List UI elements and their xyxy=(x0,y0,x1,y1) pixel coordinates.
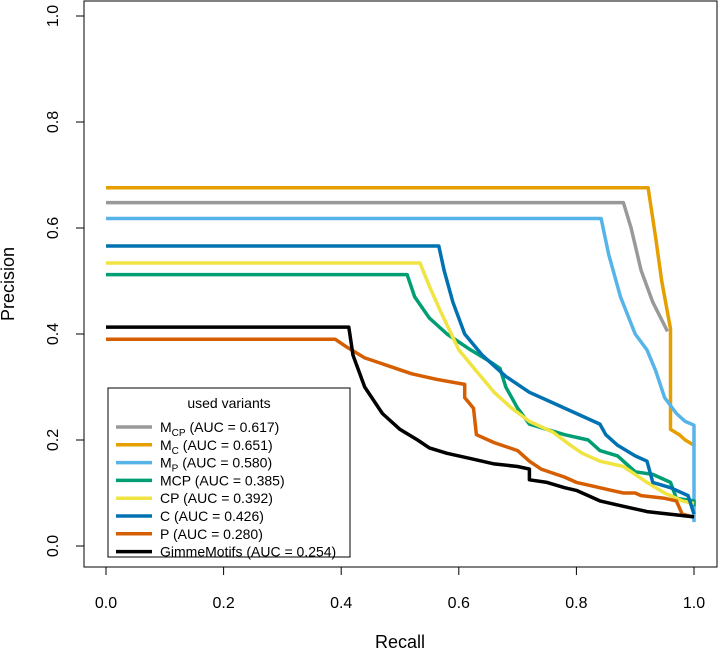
x-axis: 0.0 0.2 0.4 0.6 0.8 1.0 xyxy=(95,566,705,612)
legend-entry-auc: (AUC = 0.426) xyxy=(170,508,264,524)
legend-entry: MCP (AUC = 0.617) xyxy=(160,419,279,439)
legend-entry-name: P xyxy=(160,526,169,542)
legend-entry-name: M xyxy=(160,455,172,471)
series-line-p xyxy=(106,337,695,519)
legend-entry: MC (AUC = 0.651) xyxy=(160,437,273,457)
legend-entry-subscript: P xyxy=(172,464,179,475)
y-tick-label: 0.8 xyxy=(45,111,62,133)
legend-entry-name: M xyxy=(160,437,172,453)
legend-entry-auc: (AUC = 0.392) xyxy=(179,490,273,506)
series-line-gimmemotifs xyxy=(106,325,695,519)
y-tick-label: 0.0 xyxy=(45,535,62,557)
legend-entry-auc: (AUC = 0.651) xyxy=(179,437,273,453)
legend-entry-auc: (AUC = 0.280) xyxy=(169,526,263,542)
legend-entry-auc: (AUC = 0.580) xyxy=(178,455,272,471)
y-axis-label: Precision xyxy=(0,247,18,321)
series-line-cp xyxy=(106,261,695,506)
legend-entry-subscript: CP xyxy=(172,428,186,439)
x-tick-label: 0.2 xyxy=(212,595,234,612)
x-tick-label: 0.0 xyxy=(95,595,117,612)
y-axis: 0.0 0.2 0.4 0.6 0.8 1.0 xyxy=(45,5,85,557)
legend-entry: C (AUC = 0.426) xyxy=(160,508,264,524)
x-tick-label: 0.4 xyxy=(330,595,352,612)
legend-entry-name: C xyxy=(160,508,170,524)
legend-entry-name: M xyxy=(160,419,172,435)
legend-entry-auc: (AUC = 0.617) xyxy=(186,419,280,435)
series-line-mc xyxy=(106,185,695,447)
series-lines xyxy=(106,185,696,523)
x-tick-label: 1.0 xyxy=(683,595,705,612)
x-axis-label: Recall xyxy=(375,632,425,652)
legend-entry: CP (AUC = 0.392) xyxy=(160,490,273,506)
series-line-c xyxy=(106,244,696,515)
x-tick-label: 0.8 xyxy=(565,595,587,612)
legend: used variants MCP (AUC = 0.617)MC (AUC =… xyxy=(107,387,351,560)
y-tick-label: 0.2 xyxy=(45,429,62,451)
legend-entry-name: CP xyxy=(160,490,179,506)
series-line-mp xyxy=(106,216,696,523)
y-tick-label: 0.6 xyxy=(45,217,62,239)
legend-entry-auc: (AUC = 0.254) xyxy=(242,544,336,560)
legend-entry: GimmeMotifs (AUC = 0.254) xyxy=(160,544,336,560)
y-tick-label: 1.0 xyxy=(45,5,62,27)
legend-entry-subscript: C xyxy=(172,446,179,457)
legend-entry: MP (AUC = 0.580) xyxy=(160,455,272,475)
y-tick-label: 0.4 xyxy=(45,323,62,345)
series-line-mcp xyxy=(106,200,670,333)
legend-entry-auc: (AUC = 0.385) xyxy=(191,472,285,488)
legend-entry-name: GimmeMotifs xyxy=(160,544,242,560)
legend-entry: MCP (AUC = 0.385) xyxy=(160,472,285,488)
legend-title: used variants xyxy=(187,395,270,411)
legend-box xyxy=(107,387,351,558)
x-tick-label: 0.6 xyxy=(448,595,470,612)
legend-entry-name: MCP xyxy=(160,472,191,488)
legend-entry: P (AUC = 0.280) xyxy=(160,526,263,542)
